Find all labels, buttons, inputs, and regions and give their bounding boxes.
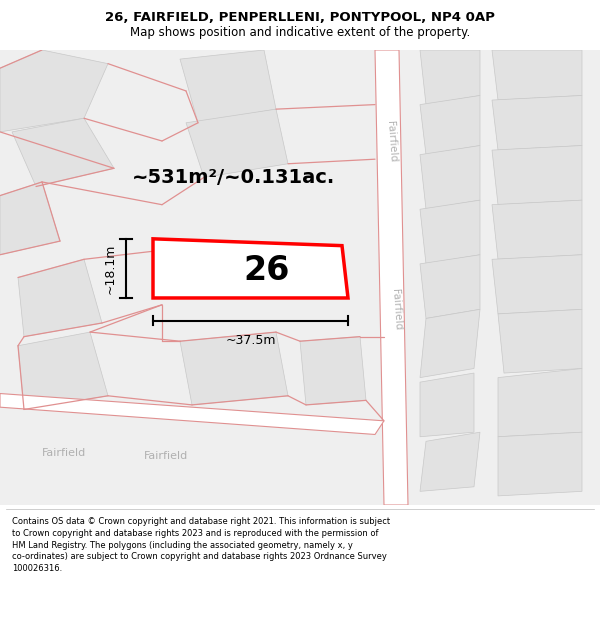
Text: Fairfield: Fairfield	[42, 448, 86, 458]
Polygon shape	[420, 255, 480, 319]
Polygon shape	[420, 200, 480, 264]
Text: Fairfield: Fairfield	[385, 120, 398, 162]
Text: 26: 26	[244, 254, 290, 287]
Text: Contains OS data © Crown copyright and database right 2021. This information is : Contains OS data © Crown copyright and d…	[12, 517, 390, 573]
Polygon shape	[420, 146, 480, 209]
Text: ~18.1m: ~18.1m	[104, 243, 117, 294]
Polygon shape	[420, 96, 480, 154]
Polygon shape	[153, 239, 348, 298]
Polygon shape	[180, 50, 276, 122]
Polygon shape	[420, 432, 480, 491]
Polygon shape	[492, 146, 582, 205]
Polygon shape	[420, 373, 474, 437]
Polygon shape	[498, 309, 582, 373]
Polygon shape	[498, 369, 582, 437]
Text: Map shows position and indicative extent of the property.: Map shows position and indicative extent…	[130, 26, 470, 39]
Polygon shape	[186, 109, 288, 178]
Polygon shape	[0, 50, 108, 132]
Polygon shape	[300, 337, 366, 405]
Text: 26, FAIRFIELD, PENPERLLENI, PONTYPOOL, NP4 0AP: 26, FAIRFIELD, PENPERLLENI, PONTYPOOL, N…	[105, 11, 495, 24]
Polygon shape	[420, 309, 480, 378]
Polygon shape	[12, 118, 114, 186]
Text: ~37.5m: ~37.5m	[225, 334, 276, 348]
Polygon shape	[492, 50, 582, 100]
Polygon shape	[492, 96, 582, 150]
Text: Fairfield: Fairfield	[389, 288, 403, 331]
Polygon shape	[180, 332, 288, 405]
Text: ~531m²/~0.131ac.: ~531m²/~0.131ac.	[132, 168, 335, 187]
Text: Fairfield: Fairfield	[144, 451, 188, 461]
Polygon shape	[420, 50, 480, 104]
Polygon shape	[18, 332, 108, 409]
Polygon shape	[18, 259, 102, 337]
Polygon shape	[0, 394, 384, 434]
Polygon shape	[498, 432, 582, 496]
Polygon shape	[492, 200, 582, 259]
Polygon shape	[375, 50, 408, 505]
Polygon shape	[492, 255, 582, 314]
Polygon shape	[0, 182, 60, 255]
